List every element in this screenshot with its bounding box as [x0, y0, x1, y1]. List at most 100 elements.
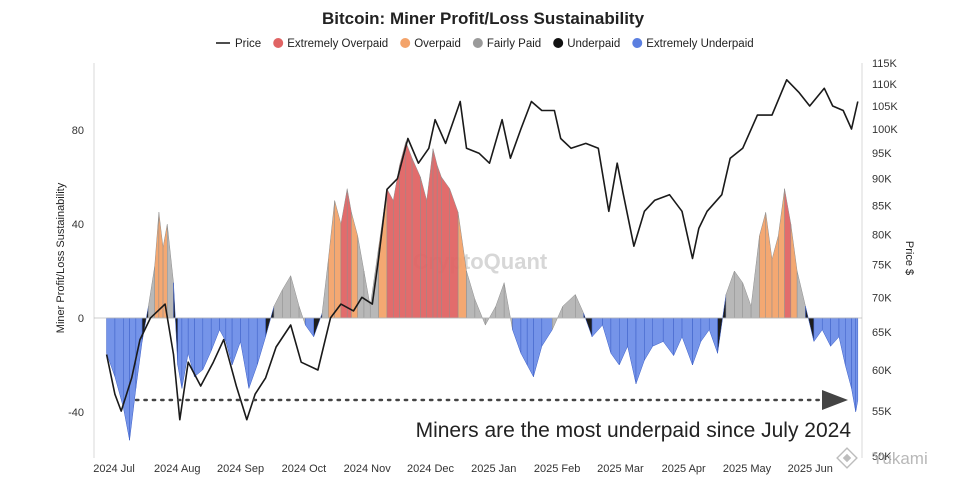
sustainability-area-segment [219, 317, 227, 342]
sustainability-area-segment [426, 148, 434, 319]
y-tick-label: -40 [68, 407, 84, 419]
sustainability-area-segment [436, 165, 442, 319]
sustainability-area-segment [166, 223, 174, 319]
annotation-text: Miners are the most underpaid since July… [416, 419, 852, 442]
legend-label: Extremely Underpaid [646, 38, 753, 50]
sustainability-area-segment [700, 317, 710, 343]
y-axis-title: Miner Profit/Loss Sustainability [55, 182, 67, 333]
sustainability-area-segment [432, 148, 438, 319]
legend-label: Fairly Paid [487, 38, 541, 50]
sustainability-area-segment [420, 176, 427, 319]
sustainability-area-segment [405, 141, 413, 319]
sustainability-area-segment [441, 176, 450, 319]
sustainability-area-segment [644, 317, 653, 362]
sustainability-area-segment [778, 188, 785, 319]
sustainability-area-segment [181, 317, 189, 389]
y-tick-label: 0 [78, 313, 84, 325]
sustainability-area-segment [520, 317, 528, 366]
x-tick-label: 2024 Oct [282, 463, 327, 475]
sustainability-area-segment [466, 270, 476, 319]
sustainability-area-segment [265, 306, 275, 337]
sustainability-area-segment [386, 188, 394, 319]
y2-axis-title: Price $ [903, 241, 915, 275]
x-tick-label: 2024 Dec [407, 463, 455, 475]
legend-dot-marker [553, 38, 564, 48]
sustainability-area-segment [346, 188, 352, 319]
sustainability-area-segment [591, 317, 603, 338]
y2-tick-label: 95K [872, 148, 892, 160]
x-tick-label: 2025 May [723, 463, 772, 475]
sustainability-area-segment [148, 266, 155, 319]
sustainability-area-segment [114, 317, 124, 408]
legend-dot-marker [472, 38, 483, 48]
y2-tick-label: 85K [872, 201, 892, 213]
sustainability-area-segment [830, 317, 840, 347]
x-tick-label: 2024 Aug [154, 463, 201, 475]
annotation-arrow-head [822, 390, 848, 410]
sustainability-area-segment [851, 317, 856, 413]
sustainability-area-segment [526, 317, 534, 377]
sustainability-area-segment [635, 317, 645, 384]
sustainability-area-segment [392, 165, 400, 319]
sustainability-area-segment [734, 270, 743, 319]
sustainability-area-segment [681, 317, 693, 366]
sustainability-area-segment [474, 299, 486, 326]
sustainability-area-segment [357, 235, 365, 319]
sustainability-area-segment [194, 317, 204, 378]
x-tick-label: 2025 Jan [471, 463, 516, 475]
chart-legend: Price Extremely Overpaid Overpaid Fairly Pa… [216, 38, 754, 50]
sustainability-area-segment [533, 317, 543, 377]
x-axis-ticks: 2024 Jul 2024 Aug 2024 Sep 2024 Oct 2024 Nov… [93, 463, 833, 475]
x-tick-label: 2025 Apr [662, 463, 706, 475]
sustainability-area-segment [273, 289, 283, 319]
y2-tick-label: 90K [872, 174, 892, 186]
sustainability-area-segment [662, 317, 674, 357]
x-tick-label: 2024 Jul [93, 463, 135, 475]
sustainability-area-segment [282, 274, 291, 319]
sustainability-area-segment [771, 235, 779, 319]
sustainability-area-segment [855, 317, 859, 413]
sustainability-area-segment [610, 317, 620, 366]
sustainability-area-segment [742, 282, 752, 319]
sustainability-area-segment [512, 317, 522, 354]
sustainability-area-segment [351, 212, 358, 319]
sustainability-area-segment [495, 282, 505, 319]
sustainability-area-segment [158, 212, 164, 319]
sustainability-area-segment [541, 317, 553, 348]
sustainability-area-segment [821, 317, 831, 347]
sustainability-area-segment [210, 317, 220, 351]
sustainability-area-segment [838, 317, 846, 366]
sustainability-area-segment [106, 317, 116, 377]
sustainability-area-segment [692, 317, 702, 366]
y-tick-label: 40 [72, 219, 84, 231]
legend-label: Underpaid [567, 38, 620, 50]
x-tick-label: 2024 Nov [344, 463, 392, 475]
sustainability-area-segment [328, 200, 335, 319]
sustainability-area-segment [583, 313, 593, 337]
sustainability-area-segment [340, 188, 348, 319]
sustainability-area-segment [305, 317, 314, 338]
chart-title: Bitcoin: Miner Profit/Loss Sustainabilit… [322, 9, 645, 28]
sustainability-area-segment [784, 188, 792, 319]
sustainability-area-segment [298, 306, 306, 326]
price-line-group [105, 79, 859, 421]
sustainability-area-segment [708, 317, 718, 354]
y2-tick-label: 70K [872, 292, 892, 304]
sustainability-area-segment [503, 282, 513, 330]
sustainability-area-segment [240, 317, 250, 389]
legend-label: Overpaid [414, 38, 461, 50]
sustainability-area-segment [725, 270, 735, 319]
sustainability-area-segment [449, 188, 459, 319]
sustainability-area-segment [154, 212, 160, 319]
sustainability-area-segment [765, 212, 773, 319]
sustainability-area-segment [173, 282, 178, 366]
sustainability-area-segment [457, 212, 467, 319]
left-axis-ticks: 80 40 0 -40 [68, 125, 84, 419]
sustainability-area-segment [231, 317, 241, 366]
sustainability-area-segment [717, 294, 727, 354]
sustainability-areas [106, 141, 859, 441]
x-tick-label: 2024 Sep [217, 463, 264, 475]
sustainability-area-segment [602, 317, 612, 354]
sustainability-area-segment [202, 317, 212, 370]
